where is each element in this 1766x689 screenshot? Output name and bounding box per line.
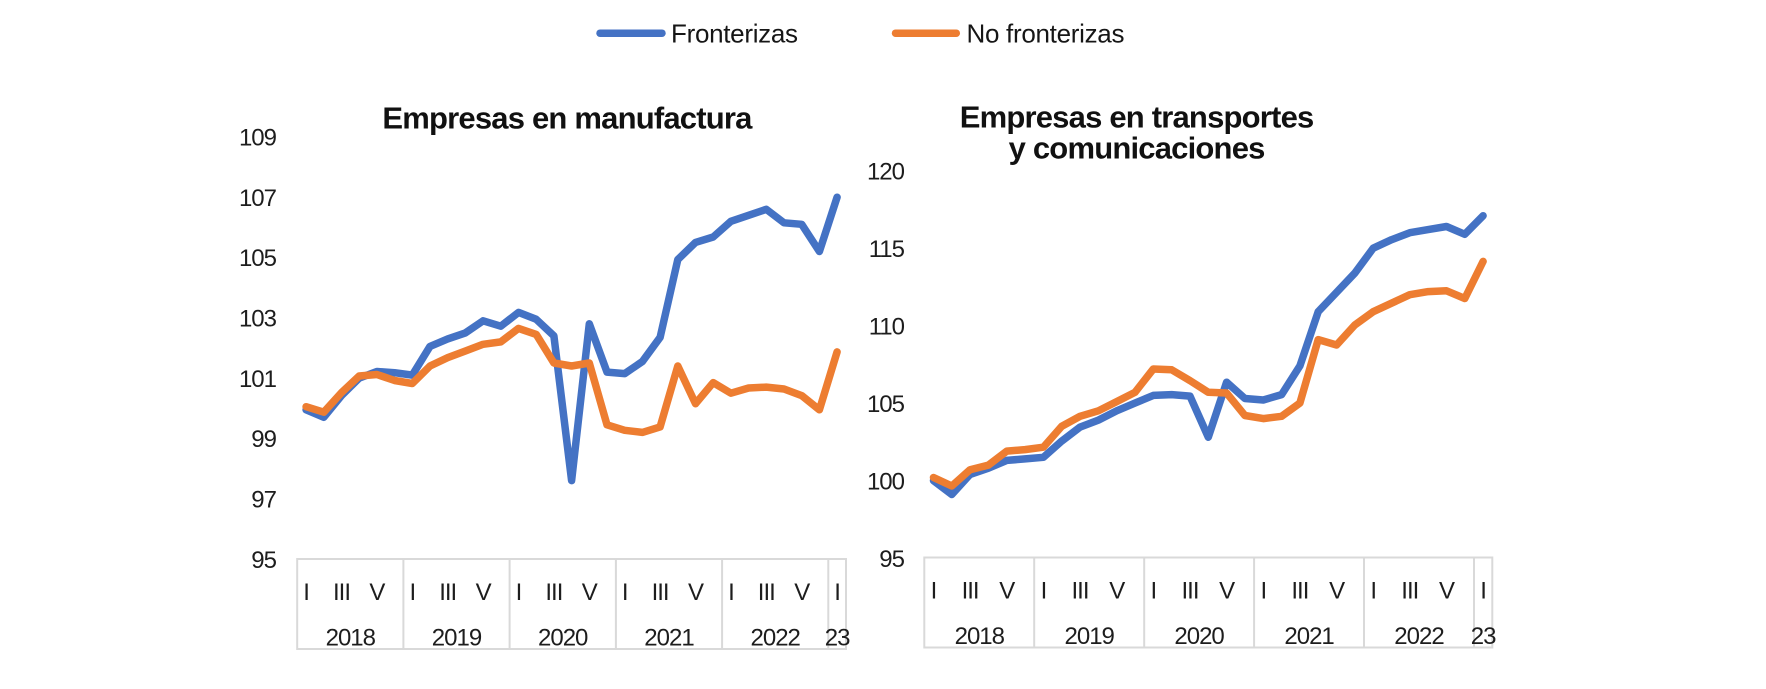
svg-text:23: 23 [1471,623,1496,650]
svg-text:I: I [409,579,415,606]
svg-text:Empresas en transportes: Empresas en transportes [960,100,1314,135]
svg-text:I: I [516,579,522,606]
svg-text:V: V [369,579,385,606]
svg-text:120: 120 [867,159,905,186]
svg-text:101: 101 [239,366,277,393]
svg-text:95: 95 [251,547,276,574]
svg-text:III: III [962,578,979,605]
svg-text:V: V [688,579,704,606]
svg-text:23: 23 [825,625,850,652]
svg-text:I: I [303,579,309,606]
svg-text:I: I [622,579,628,606]
svg-text:III: III [1071,578,1088,605]
svg-text:115: 115 [869,236,905,263]
svg-text:95: 95 [879,546,904,573]
svg-text:2021: 2021 [1284,623,1334,650]
svg-text:2022: 2022 [1394,623,1444,650]
svg-text:V: V [476,579,492,606]
svg-text:III: III [1181,578,1198,605]
svg-text:I: I [834,579,840,606]
svg-text:I: I [1370,578,1376,605]
svg-text:V: V [999,578,1015,605]
svg-text:I: I [1150,578,1156,605]
svg-text:105: 105 [867,391,905,418]
svg-text:V: V [582,579,598,606]
svg-text:2018: 2018 [326,625,376,652]
svg-text:III: III [545,579,562,606]
svg-text:99: 99 [251,426,276,453]
svg-text:III: III [1291,578,1308,605]
svg-text:103: 103 [239,306,277,333]
svg-text:V: V [1329,578,1345,605]
svg-text:III: III [758,579,775,606]
svg-text:I: I [1260,578,1266,605]
svg-text:110: 110 [869,313,905,340]
svg-text:V: V [794,579,810,606]
svg-text:I: I [1480,578,1486,605]
svg-text:100: 100 [867,468,905,495]
svg-text:2020: 2020 [538,625,588,652]
svg-text:I: I [1041,578,1047,605]
svg-text:III: III [652,579,669,606]
svg-text:Fronterizas: Fronterizas [671,19,798,49]
svg-text:2019: 2019 [1065,623,1115,650]
svg-text:III: III [439,579,456,606]
svg-text:No fronterizas: No fronterizas [967,19,1125,49]
svg-text:V: V [1439,578,1455,605]
svg-text:V: V [1109,578,1125,605]
svg-text:y comunicaciones: y comunicaciones [1009,131,1265,166]
svg-text:107: 107 [239,185,277,212]
svg-text:2020: 2020 [1174,623,1224,650]
svg-text:97: 97 [251,486,276,513]
svg-text:109: 109 [239,125,277,152]
svg-text:V: V [1219,578,1235,605]
svg-text:Empresas en manufactura: Empresas en manufactura [382,101,753,136]
svg-text:2022: 2022 [751,625,801,652]
svg-text:III: III [333,579,350,606]
svg-text:105: 105 [239,245,277,272]
svg-text:I: I [931,578,937,605]
svg-text:III: III [1401,578,1418,605]
svg-text:I: I [728,579,734,606]
svg-text:2019: 2019 [432,625,482,652]
svg-text:2021: 2021 [644,625,694,652]
svg-text:2018: 2018 [955,623,1005,650]
